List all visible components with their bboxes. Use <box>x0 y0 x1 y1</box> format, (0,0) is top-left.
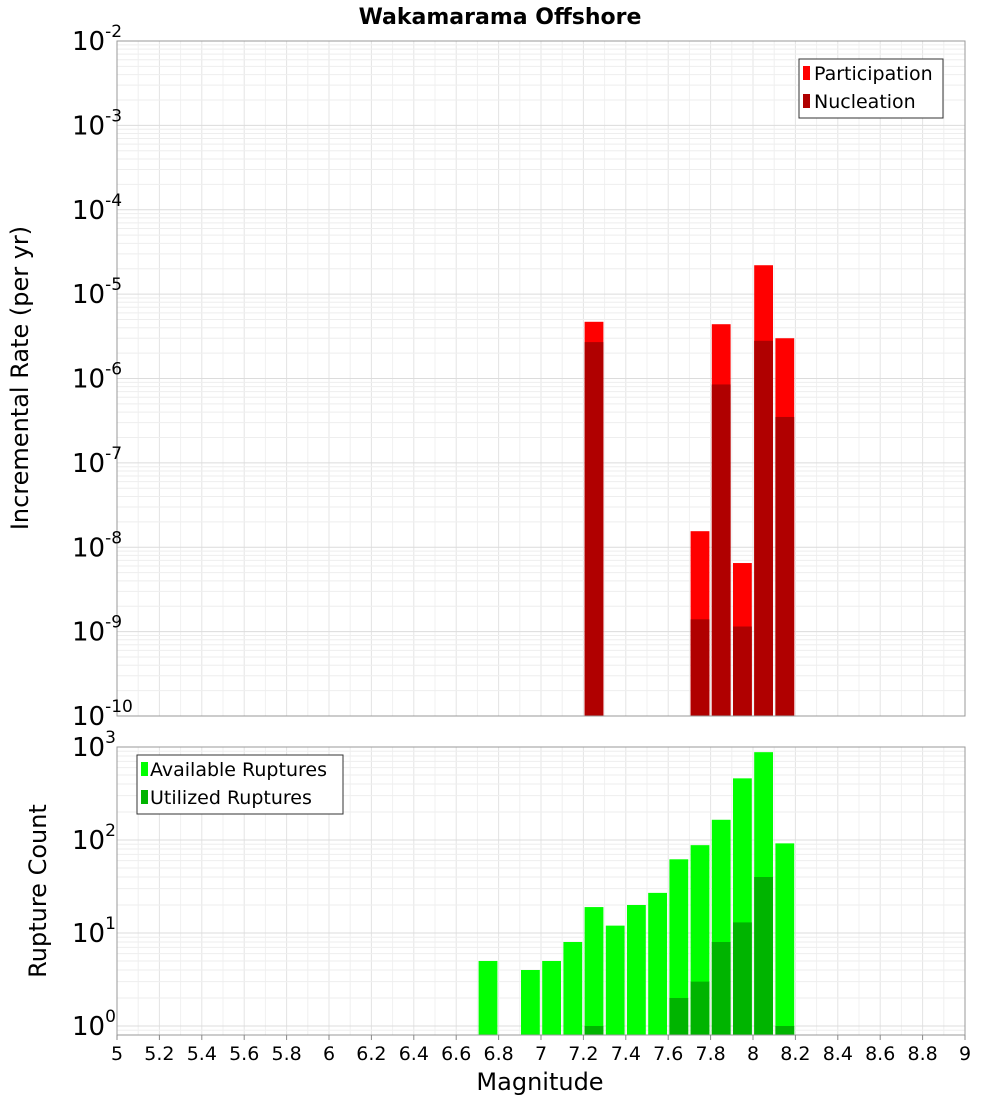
bar-available-ruptures <box>563 942 583 1035</box>
bar-nucleation <box>584 342 604 716</box>
x-tick-label: 6.8 <box>483 1043 513 1065</box>
top-y-tick-label: 10-3 <box>72 106 122 141</box>
bar-utilized-ruptures <box>711 942 731 1035</box>
bar-utilized-ruptures <box>754 877 773 1035</box>
bottom-y-axis-label: Rupture Count <box>24 804 52 978</box>
legend-label-participation: Participation <box>814 63 933 85</box>
bar-utilized-ruptures <box>733 922 752 1035</box>
bottom-legend-box <box>136 754 344 815</box>
bottom-legend: Available Ruptures Utilized Ruptures <box>136 754 344 815</box>
bottom-plot-x-ticks: 5 5.2 5.4 5.6 5.8 6 6.2 6.4 6.6 6.8 7 7.2 7.4 7.6 7.8 8… <box>111 1035 971 1065</box>
x-tick-label: 7.8 <box>695 1043 725 1065</box>
bottom-plot-bars <box>478 752 795 1035</box>
x-tick-label: 5.2 <box>144 1043 174 1065</box>
top-y-tick-label: 10-8 <box>72 528 122 563</box>
x-tick-label: 7.6 <box>653 1043 683 1065</box>
top-y-tick-label: 10-7 <box>72 444 122 479</box>
bottom-y-tick-label: 102 <box>72 821 116 856</box>
bottom-plot-y-ticks: 100 101 102 103 <box>72 728 116 1042</box>
x-tick-label: 5.6 <box>229 1043 259 1065</box>
bottom-y-tick-label: 100 <box>72 1007 116 1042</box>
x-tick-label: 8.2 <box>780 1043 810 1065</box>
top-plot: 10-10 10-9 10-8 10-7 10-6 10-5 10-4 10-3 10-2 In… <box>6 22 966 732</box>
bar-available-ruptures <box>521 969 540 1035</box>
bar-available-ruptures <box>775 843 795 1035</box>
top-y-axis-label: Incremental Rate (per yr) <box>6 226 34 530</box>
x-tick-label: 7 <box>535 1043 547 1065</box>
x-tick-label: 8.8 <box>907 1043 937 1065</box>
bar-available-ruptures <box>478 960 498 1035</box>
top-plot-bars <box>584 265 795 716</box>
legend-label-utilized: Utilized Ruptures <box>150 787 312 809</box>
top-y-tick-label: 10-5 <box>72 275 122 310</box>
x-tick-label: 7.4 <box>611 1043 641 1065</box>
bottom-y-tick-label: 103 <box>72 728 116 763</box>
x-tick-label: 8.6 <box>865 1043 895 1065</box>
bar-utilized-ruptures <box>775 1025 795 1035</box>
x-tick-label: 6.2 <box>356 1043 386 1065</box>
top-plot-frame <box>116 40 966 717</box>
bar-utilized-ruptures <box>584 1025 604 1035</box>
chart-title: Wakamarama Offshore <box>359 5 642 30</box>
top-legend-box <box>798 58 944 119</box>
bar-available-ruptures <box>542 960 561 1035</box>
bar-available-ruptures <box>627 904 646 1035</box>
x-tick-label: 8.4 <box>823 1043 853 1065</box>
bottom-y-tick-label: 101 <box>72 914 116 949</box>
bar-available-ruptures <box>648 892 667 1035</box>
top-y-tick-label: 10-6 <box>72 360 122 395</box>
bar-nucleation <box>711 384 731 716</box>
x-tick-label: 9 <box>959 1043 971 1065</box>
x-tick-label: 8 <box>747 1043 759 1065</box>
top-y-tick-label: 10-9 <box>72 613 122 648</box>
bar-nucleation <box>775 416 795 716</box>
bar-nucleation <box>690 619 710 716</box>
top-y-tick-label: 10-10 <box>72 697 133 732</box>
bar-available-ruptures <box>605 925 625 1035</box>
bar-nucleation <box>754 340 773 716</box>
bar-nucleation <box>733 626 752 716</box>
bottom-plot: 100 101 102 103 5 5.2 5.4 5.6 5.8 6 6.2 6.4 6.6 6.8 7… <box>24 728 971 1096</box>
x-tick-label: 6.6 <box>441 1043 471 1065</box>
legend-label-nucleation: Nucleation <box>814 91 916 113</box>
legend-swatch-nucleation <box>803 94 810 108</box>
x-tick-label: 7.2 <box>568 1043 598 1065</box>
legend-swatch-available <box>141 762 148 776</box>
bar-available-ruptures <box>669 859 689 1035</box>
legend-swatch-utilized <box>141 790 148 804</box>
bar-utilized-ruptures <box>669 997 689 1035</box>
top-plot-y-ticks: 10-10 10-9 10-8 10-7 10-6 10-5 10-4 10-3 10-2 <box>72 22 133 732</box>
x-tick-label: 5.4 <box>187 1043 217 1065</box>
legend-label-available: Available Ruptures <box>150 759 327 781</box>
top-y-tick-label: 10-4 <box>72 191 122 226</box>
top-plot-grid <box>117 41 965 716</box>
x-tick-label: 5 <box>111 1043 123 1065</box>
x-axis-label: Magnitude <box>476 1068 603 1096</box>
top-legend: Participation Nucleation <box>798 58 944 119</box>
x-tick-label: 5.8 <box>271 1043 301 1065</box>
x-tick-label: 6 <box>323 1043 335 1065</box>
x-tick-label: 6.4 <box>399 1043 429 1065</box>
top-y-tick-label: 10-2 <box>72 22 122 57</box>
legend-swatch-participation <box>803 66 810 80</box>
bar-available-ruptures <box>584 907 604 1035</box>
bar-utilized-ruptures <box>690 981 710 1035</box>
